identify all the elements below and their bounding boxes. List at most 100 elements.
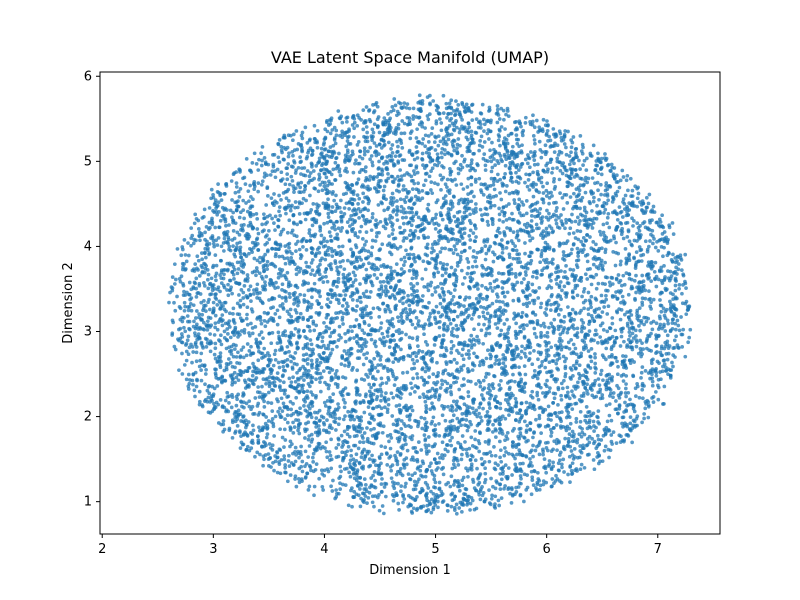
data-point	[381, 279, 386, 284]
data-point	[280, 295, 285, 300]
data-point	[397, 403, 402, 407]
data-point	[430, 359, 434, 364]
data-point	[178, 279, 183, 284]
chart-title: VAE Latent Space Manifold (UMAP)	[271, 48, 549, 67]
data-point	[556, 402, 560, 407]
data-point	[399, 489, 403, 494]
data-point	[569, 251, 573, 256]
data-point	[670, 259, 675, 264]
data-point	[278, 384, 282, 388]
data-point	[642, 315, 646, 320]
data-point	[399, 347, 403, 352]
data-point	[508, 226, 512, 231]
data-point	[383, 284, 388, 289]
data-point	[207, 206, 212, 210]
data-point	[249, 446, 254, 451]
data-point	[524, 488, 529, 492]
data-point	[564, 145, 568, 150]
data-point	[522, 336, 527, 340]
data-point	[604, 235, 609, 240]
data-point	[645, 338, 649, 343]
data-point	[555, 166, 559, 170]
data-point	[205, 277, 210, 282]
data-point	[543, 143, 548, 148]
data-point	[536, 357, 540, 362]
data-point	[293, 205, 297, 210]
data-point	[454, 279, 459, 284]
data-point	[387, 439, 391, 444]
data-point	[532, 162, 537, 167]
data-point	[534, 275, 539, 280]
data-point	[345, 273, 350, 278]
data-point	[292, 160, 297, 165]
data-point	[473, 429, 478, 433]
data-point	[613, 328, 618, 333]
data-point	[477, 449, 482, 454]
data-point	[416, 344, 420, 348]
data-point	[654, 336, 659, 341]
data-point	[249, 321, 253, 326]
data-point	[468, 419, 472, 424]
data-point	[584, 405, 589, 409]
data-point	[578, 467, 583, 472]
data-point	[309, 302, 314, 307]
data-point	[382, 116, 387, 120]
data-point	[318, 331, 323, 336]
data-point	[623, 354, 628, 359]
data-point	[437, 421, 441, 426]
data-point	[646, 201, 651, 206]
data-point	[628, 308, 633, 313]
data-point	[436, 182, 440, 187]
data-point	[369, 134, 374, 138]
data-point	[438, 117, 442, 121]
data-point	[502, 136, 507, 140]
data-point	[409, 282, 413, 286]
data-point	[417, 93, 422, 98]
data-point	[307, 174, 312, 179]
data-point	[273, 175, 278, 180]
data-point	[208, 332, 212, 336]
data-point	[429, 421, 434, 426]
data-point	[606, 304, 611, 309]
data-point	[591, 143, 596, 148]
data-point	[328, 453, 333, 458]
data-point	[298, 185, 302, 190]
data-point	[545, 330, 550, 335]
data-point	[503, 463, 508, 467]
data-point	[477, 148, 481, 153]
data-point	[256, 358, 261, 363]
data-point	[296, 428, 300, 433]
data-point	[504, 112, 508, 117]
data-point	[583, 178, 588, 183]
data-point	[483, 285, 488, 290]
data-point	[389, 436, 394, 440]
data-point	[603, 207, 608, 212]
data-point	[294, 310, 299, 315]
data-point	[434, 212, 438, 217]
data-point	[305, 362, 310, 366]
data-point	[378, 421, 383, 425]
data-point	[271, 164, 276, 169]
data-point	[505, 430, 510, 435]
data-point	[523, 157, 528, 162]
data-point	[384, 391, 388, 395]
data-point	[319, 468, 324, 473]
data-point	[364, 105, 369, 109]
data-point	[406, 293, 410, 298]
data-point	[596, 188, 600, 193]
data-point	[427, 375, 431, 379]
data-point	[456, 201, 461, 206]
data-point	[467, 125, 472, 130]
data-point	[441, 323, 446, 328]
data-point	[194, 350, 199, 355]
data-point	[421, 137, 426, 141]
data-point	[621, 424, 625, 429]
data-point	[267, 237, 272, 242]
data-point	[400, 215, 405, 220]
data-point	[299, 239, 304, 244]
data-point	[200, 257, 205, 262]
data-point	[558, 168, 563, 173]
data-point	[506, 487, 510, 491]
data-point	[426, 202, 431, 207]
data-point	[494, 314, 499, 318]
